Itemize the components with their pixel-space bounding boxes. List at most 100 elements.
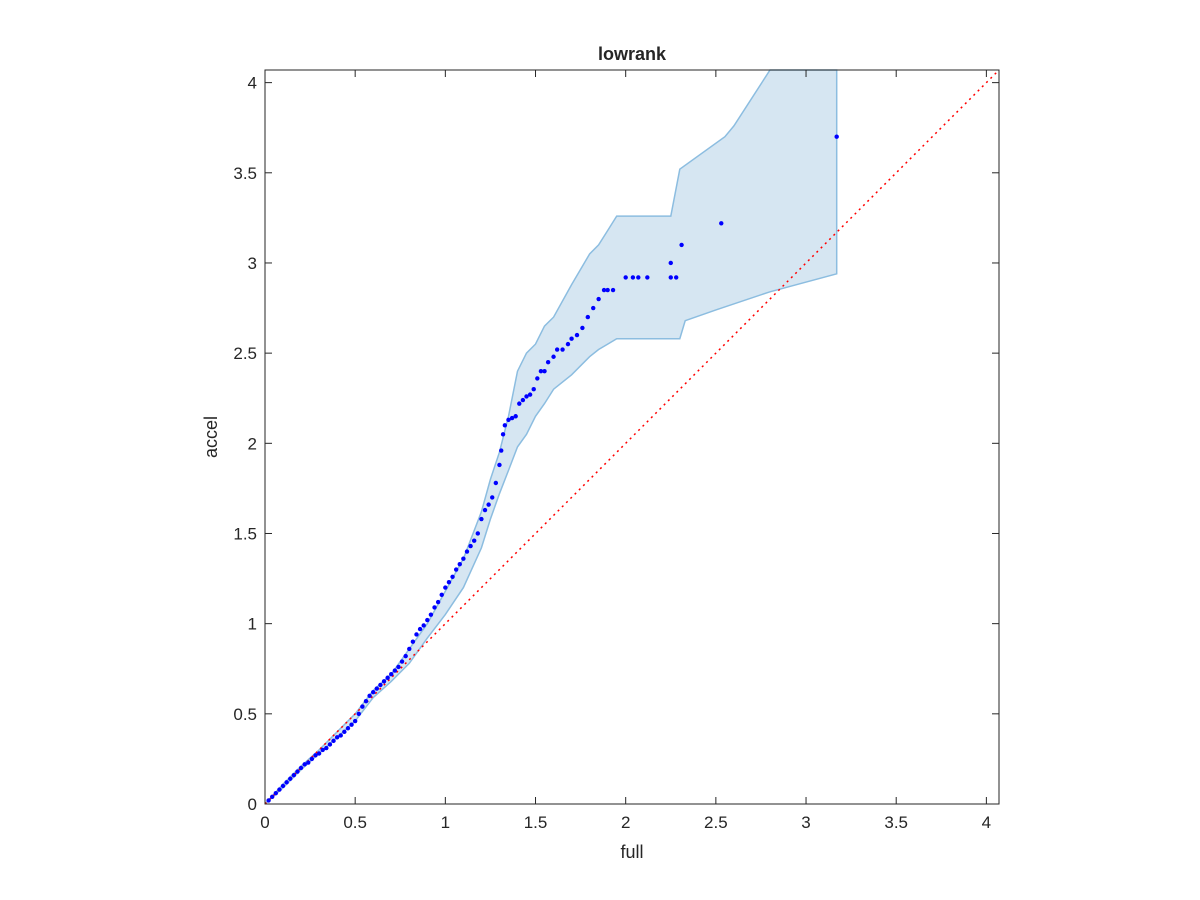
data-point bbox=[428, 612, 434, 617]
data-point bbox=[417, 626, 423, 632]
x-tick-label: 1.5 bbox=[524, 813, 548, 832]
x-tick-label: 3 bbox=[801, 813, 810, 832]
data-point bbox=[324, 745, 329, 751]
data-point bbox=[560, 347, 565, 352]
data-point bbox=[288, 776, 293, 781]
data-point bbox=[338, 733, 343, 738]
data-point bbox=[542, 368, 547, 374]
data-point bbox=[407, 646, 412, 652]
data-points bbox=[266, 134, 839, 803]
x-tick-label: 2 bbox=[621, 813, 630, 832]
reference-line bbox=[264, 69, 1000, 805]
data-point bbox=[464, 549, 470, 554]
y-tick-label: 2.5 bbox=[233, 344, 257, 363]
data-point bbox=[513, 414, 518, 419]
data-point bbox=[499, 448, 504, 453]
data-point bbox=[270, 794, 275, 799]
data-point bbox=[309, 756, 315, 762]
x-tick-label: 0.5 bbox=[343, 813, 367, 832]
data-point bbox=[493, 480, 499, 486]
y-axis-label: accel bbox=[201, 416, 221, 458]
x-tick-label: 0 bbox=[260, 813, 269, 832]
data-point bbox=[320, 747, 325, 753]
data-point bbox=[363, 699, 369, 704]
data-point bbox=[468, 543, 473, 549]
x-tick-label: 1 bbox=[441, 813, 450, 832]
data-point bbox=[497, 462, 502, 468]
data-point bbox=[360, 704, 365, 709]
data-point bbox=[425, 617, 430, 623]
data-point bbox=[302, 762, 307, 767]
x-tick-label: 3.5 bbox=[884, 813, 908, 832]
data-point bbox=[342, 729, 347, 735]
data-point bbox=[316, 751, 322, 756]
axis-ticks: 0 0.5 1 1.5 2 2.5 3 3.5 4 0 0.5 1 1.5 2 2.5 3 3.5 4 bbox=[233, 70, 999, 832]
data-point bbox=[636, 275, 641, 280]
data-point bbox=[378, 682, 383, 688]
data-point bbox=[403, 653, 408, 659]
data-point bbox=[331, 738, 336, 744]
y-tick-label: 1.5 bbox=[233, 524, 257, 543]
y-tick-label: 0 bbox=[248, 795, 257, 814]
data-point bbox=[479, 516, 484, 522]
data-point bbox=[295, 769, 300, 774]
data-point bbox=[298, 765, 304, 771]
y-tick-label: 4 bbox=[248, 74, 257, 93]
data-point bbox=[385, 675, 390, 680]
data-point bbox=[475, 531, 481, 536]
data-point bbox=[502, 423, 508, 428]
data-point bbox=[605, 287, 610, 293]
data-point bbox=[596, 296, 601, 302]
data-point bbox=[554, 347, 560, 352]
data-point bbox=[371, 689, 376, 695]
data-point bbox=[524, 394, 529, 399]
data-point bbox=[545, 359, 551, 365]
data-point bbox=[591, 305, 596, 311]
data-point bbox=[490, 495, 495, 500]
data-point bbox=[284, 780, 289, 785]
data-point bbox=[719, 221, 724, 226]
data-point bbox=[392, 668, 398, 673]
data-point bbox=[623, 275, 628, 280]
data-point bbox=[280, 783, 286, 789]
y-tick-label: 2 bbox=[248, 434, 257, 453]
data-point bbox=[461, 556, 466, 561]
data-point bbox=[569, 336, 574, 341]
data-point bbox=[585, 314, 591, 320]
data-point bbox=[439, 592, 444, 598]
y-tick-label: 3.5 bbox=[233, 164, 257, 183]
data-point bbox=[580, 325, 585, 331]
data-point bbox=[356, 711, 361, 717]
x-tick-label: 2.5 bbox=[704, 813, 728, 832]
data-point bbox=[432, 605, 437, 610]
data-point bbox=[506, 417, 511, 423]
data-point bbox=[389, 671, 394, 677]
data-point bbox=[645, 275, 650, 280]
axes-box bbox=[264, 69, 1000, 805]
data-point bbox=[601, 287, 607, 293]
data-point bbox=[453, 567, 459, 572]
data-point bbox=[673, 275, 679, 280]
x-tick-label: 4 bbox=[982, 813, 991, 832]
data-point bbox=[509, 415, 515, 421]
data-point bbox=[565, 341, 571, 347]
data-point bbox=[482, 507, 488, 513]
data-point bbox=[486, 502, 491, 507]
data-point bbox=[471, 538, 477, 543]
data-point bbox=[381, 679, 387, 684]
data-point bbox=[668, 275, 673, 280]
data-point bbox=[834, 134, 839, 139]
data-point bbox=[668, 260, 673, 266]
data-point bbox=[334, 735, 340, 740]
data-point bbox=[535, 376, 540, 381]
data-point bbox=[266, 798, 271, 803]
data-point bbox=[450, 574, 455, 579]
data-point bbox=[531, 387, 536, 392]
data-point bbox=[443, 585, 448, 590]
data-point bbox=[551, 354, 556, 359]
data-point bbox=[500, 432, 506, 437]
data-point bbox=[291, 772, 297, 778]
data-point bbox=[367, 693, 372, 698]
data-point bbox=[446, 579, 452, 585]
data-point bbox=[610, 287, 616, 293]
